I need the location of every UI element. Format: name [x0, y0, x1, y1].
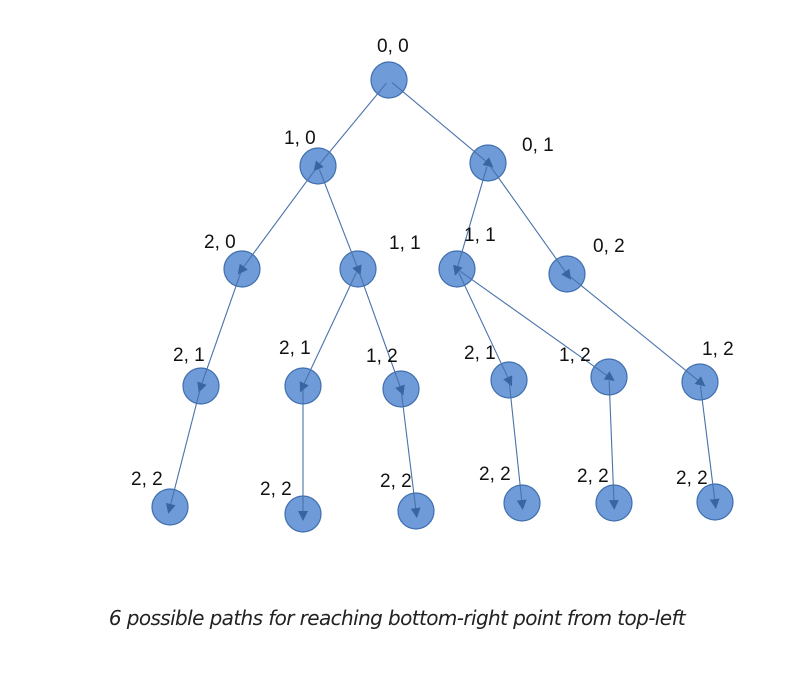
edge-arrow-n11-n17	[608, 380, 619, 510]
edge-arrow-n6-n12	[569, 276, 706, 387]
edge-arrow-n3-n7	[197, 272, 242, 393]
edge-arrow-n7-n13	[165, 389, 201, 514]
node-label-n9: 1, 2	[366, 346, 398, 367]
node-label-n4: 1, 1	[389, 233, 421, 254]
node-label-n3: 2, 0	[204, 232, 236, 253]
node-label-n16: 2, 2	[479, 464, 511, 485]
edge-arrow-n9-n15	[400, 392, 421, 518]
edge-arrow-n1-n4	[318, 169, 362, 276]
node-label-n7: 2, 1	[173, 345, 205, 366]
node-label-n11: 1, 2	[559, 345, 591, 366]
node-label-n1: 1, 0	[284, 128, 316, 149]
edge-arrow-n10-n16	[508, 383, 527, 510]
node-label-n15: 2, 2	[380, 471, 412, 492]
diagram-caption: 6 possible paths for reaching bottom-rig…	[108, 606, 686, 630]
node-label-n2: 0, 1	[522, 135, 554, 156]
node-label-n17: 2, 2	[577, 466, 609, 487]
edge-arrow-n0-n2	[391, 82, 494, 168]
node-label-n10: 2, 1	[464, 343, 496, 364]
tree-node-n0	[370, 61, 408, 99]
edge-arrow-n12-n18	[699, 385, 720, 509]
node-label-n18: 2, 2	[676, 468, 708, 489]
edge-arrow-n5-n10	[458, 272, 513, 387]
node-label-n8: 2, 1	[279, 338, 311, 359]
labels-layer: 0, 0 1, 0 0, 1 2, 0 1, 1 1, 1 0, 2 2, 1 2, 1 1, 2…	[131, 36, 734, 500]
edge-arrow-n1-n3	[237, 168, 317, 275]
edge-arrow-n0-n1	[313, 82, 387, 172]
node-label-n12: 1, 2	[702, 339, 734, 360]
edge-arrow-n2-n5	[453, 166, 488, 276]
edge-arrow-n5-n11	[459, 270, 615, 382]
edges-layer	[165, 82, 720, 521]
node-label-n6: 0, 2	[593, 236, 625, 257]
node-label-n5: 1, 1	[464, 225, 496, 246]
node-label-n0: 0, 0	[377, 36, 409, 57]
edge-arrow-n4-n9	[358, 272, 405, 396]
edge-arrow-n2-n6	[489, 165, 572, 280]
node-label-n13: 2, 2	[131, 469, 163, 490]
edge-arrow-n4-n8	[299, 272, 357, 393]
nodes-layer	[151, 61, 734, 533]
node-label-n14: 2, 2	[260, 479, 292, 500]
